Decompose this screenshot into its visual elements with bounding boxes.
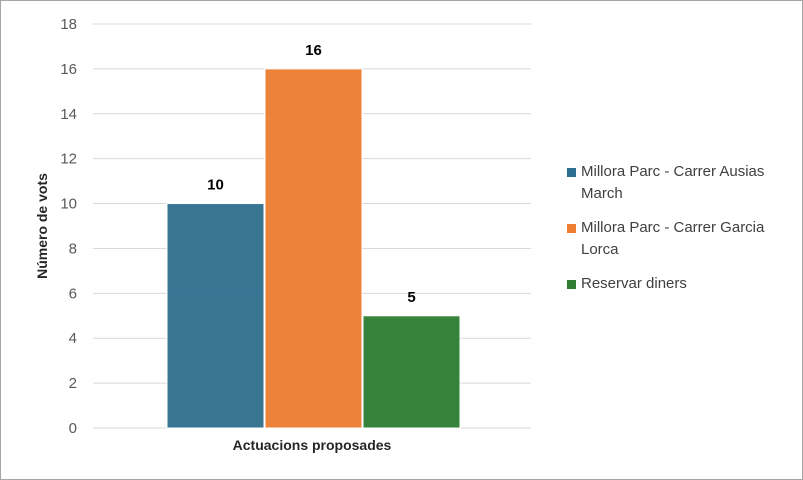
y-tick-label: 14	[60, 106, 77, 123]
legend-label-reservar-diners: Reservar diners	[581, 275, 687, 292]
chart-legend: Millora Parc - Carrer Ausias March Millo…	[567, 161, 792, 307]
bar-millora-parc-carrer-ausias-march	[166, 203, 265, 429]
legend-label-garcia-lorca: Millora Parc - Carrer Garcia Lorca	[581, 219, 765, 258]
bar-millora-parc-carrer-garcia-lorca	[264, 68, 363, 429]
data-label: 10	[207, 177, 224, 194]
y-tick-label: 0	[69, 420, 77, 437]
y-tick-label: 8	[69, 240, 77, 257]
legend-item-garcia-lorca: Millora Parc - Carrer Garcia Lorca	[567, 217, 792, 261]
y-axis-title: Número de vots	[34, 173, 50, 279]
y-tick-label: 16	[60, 61, 77, 78]
y-tick-label: 12	[60, 151, 77, 168]
legend-swatch-garcia-lorca	[567, 224, 576, 233]
legend-swatch-reservar-diners	[567, 280, 576, 289]
legend-label-ausias-march: Millora Parc - Carrer Ausias March	[581, 163, 765, 202]
x-axis-title: Actuacions proposades	[233, 437, 392, 453]
legend-swatch-ausias-march	[567, 168, 576, 177]
legend-item-reservar-diners: Reservar diners	[567, 273, 792, 295]
data-label: 5	[407, 289, 415, 306]
legend-item-ausias-march: Millora Parc - Carrer Ausias March	[567, 161, 792, 205]
data-label: 16	[305, 42, 322, 59]
y-tick-label: 4	[69, 330, 77, 347]
y-tick-label: 10	[60, 196, 77, 213]
y-tick-label: 18	[60, 16, 77, 33]
y-tick-label: 2	[69, 375, 77, 392]
y-tick-label: 6	[69, 285, 77, 302]
bar-reservar-diners	[362, 315, 461, 429]
